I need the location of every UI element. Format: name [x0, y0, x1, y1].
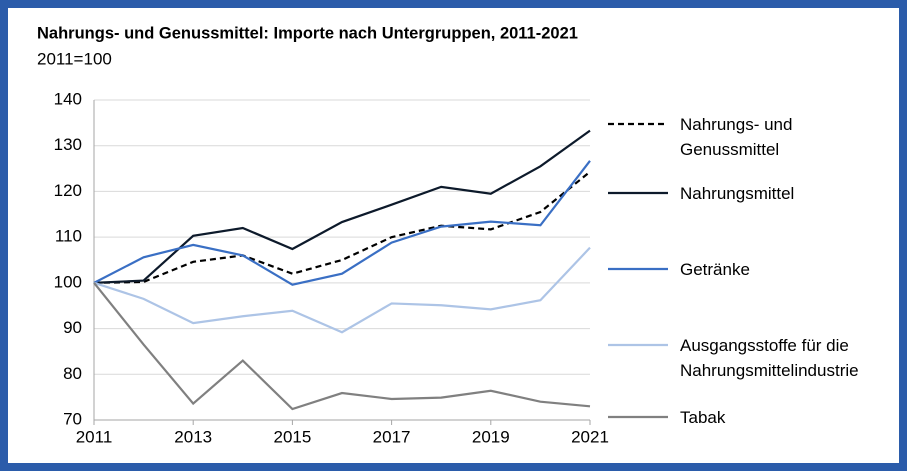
y-tick-label: 100	[54, 272, 82, 291]
y-tick-label: 140	[54, 89, 82, 108]
legend-label: Tabak	[680, 407, 726, 427]
x-tick-label: 2013	[174, 427, 212, 446]
x-tick-label: 2011	[76, 427, 113, 446]
legend-label: Nahrungsmittel	[680, 183, 795, 203]
legend-label: Ausgangsstoffe für die Nahrungsmittelind…	[680, 335, 859, 380]
y-tick-label: 110	[55, 227, 82, 246]
x-tick-label: 2017	[373, 427, 411, 446]
series-line	[93, 160, 591, 286]
chart: Nahrungs- und Genussmittel: Importe nach…	[37, 24, 668, 446]
series-line	[93, 170, 591, 284]
series-line	[93, 129, 591, 284]
y-tick-label: 80	[63, 364, 82, 383]
y-tick-label: 70	[63, 409, 82, 428]
x-tick-label: 2021	[571, 427, 609, 446]
x-tick-label: 2019	[472, 427, 510, 446]
series-line	[93, 282, 591, 411]
y-tick-label: 90	[63, 318, 82, 337]
x-tick-label: 2015	[273, 427, 311, 446]
chart-subtitle: 2011=100	[37, 49, 112, 68]
chart-title: Nahrungs- und Genussmittel: Importe nach…	[37, 24, 578, 42]
y-tick-label: 120	[54, 181, 82, 200]
legend-label: Getränke	[680, 259, 750, 279]
legend-label: Nahrungs- und Genussmittel	[680, 114, 793, 159]
y-tick-label: 130	[54, 135, 82, 154]
series-line	[93, 246, 591, 334]
